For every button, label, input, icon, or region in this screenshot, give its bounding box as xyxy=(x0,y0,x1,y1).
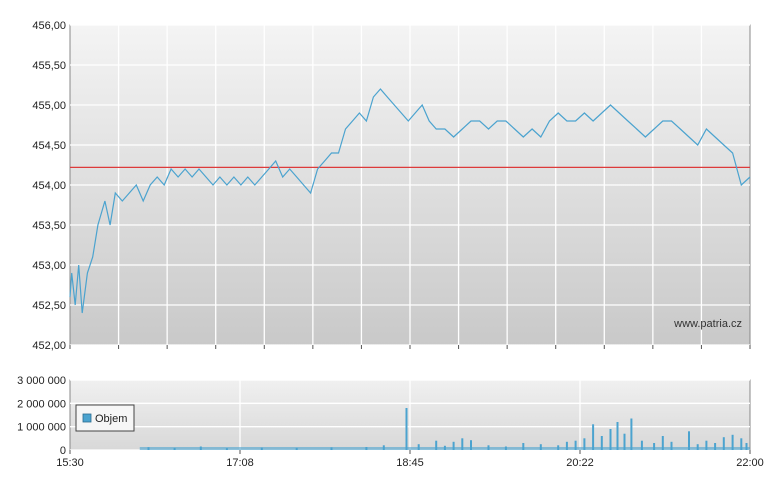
volume-bar xyxy=(260,447,263,450)
volume-bars xyxy=(139,408,750,450)
volume-bar xyxy=(696,444,699,450)
volume-bar xyxy=(199,446,202,450)
volume-bar xyxy=(616,422,619,450)
volume-bar xyxy=(330,447,333,450)
legend-swatch xyxy=(82,413,92,423)
legend-label: Objem xyxy=(95,413,127,425)
volume-x-tick-labels: 15:30 17:08 18:45 20:22 22:00 xyxy=(56,450,764,469)
price-y-tick-label: 452,00 xyxy=(32,340,66,352)
volume-bar xyxy=(487,445,490,450)
volume-bar xyxy=(461,438,464,450)
volume-bar xyxy=(623,433,626,450)
price-y-tick-label: 453,00 xyxy=(32,260,66,272)
volume-bar xyxy=(583,438,586,450)
volume-bar xyxy=(740,438,743,450)
price-y-tick-label: 454,50 xyxy=(32,140,66,152)
volume-bar xyxy=(504,446,507,450)
price-y-tick-label: 456,00 xyxy=(32,20,66,32)
volume-bar xyxy=(443,445,446,450)
volume-bar xyxy=(609,429,612,450)
volume-bar xyxy=(417,444,420,450)
volume-bar xyxy=(592,424,595,450)
volume-bar xyxy=(714,443,717,450)
volume-y-tick-label: 3 000 000 xyxy=(17,375,66,387)
volume-bar xyxy=(600,436,603,450)
volume-y-tick-label: 0 xyxy=(60,445,66,457)
volume-bar xyxy=(365,447,368,450)
volume-bar xyxy=(731,434,734,450)
volume-bar xyxy=(382,445,385,450)
volume-bar xyxy=(661,436,664,450)
x-tick-label: 18:45 xyxy=(396,457,424,469)
volume-bar xyxy=(522,443,525,450)
volume-bar xyxy=(539,444,542,450)
volume-bar xyxy=(565,441,568,450)
volume-bar xyxy=(435,440,438,450)
price-y-tick-labels: 456,00 455,50 455,00 454,50 454,00 453,50 453,… xyxy=(32,20,66,352)
price-gridlines xyxy=(70,24,750,346)
watermark: www.patria.cz xyxy=(673,318,742,330)
volume-bar xyxy=(640,440,643,450)
price-chart: 456,00 455,50 455,00 454,50 454,00 453,50 453,… xyxy=(32,20,751,352)
volume-bar xyxy=(688,431,690,450)
price-y-tick-label: 455,50 xyxy=(32,60,66,72)
volume-bar xyxy=(147,447,150,450)
volume-y-tick-label: 2 000 000 xyxy=(17,398,66,410)
volume-bar xyxy=(574,440,577,450)
volume-y-tick-label: 1 000 000 xyxy=(17,422,66,434)
price-x-tick-marks xyxy=(69,345,751,349)
volume-bar xyxy=(173,447,176,450)
volume-bar xyxy=(653,443,656,450)
volume-bar xyxy=(705,440,708,450)
volume-bar xyxy=(630,418,633,450)
legend: Objem xyxy=(75,404,135,432)
price-y-tick-label: 454,00 xyxy=(32,180,66,192)
price-y-tick-label: 455,00 xyxy=(32,100,66,112)
volume-bar xyxy=(670,441,673,450)
x-tick-label: 15:30 xyxy=(56,457,84,469)
volume-bar xyxy=(452,441,455,450)
volume-bar xyxy=(722,437,725,450)
price-y-tick-label: 453,50 xyxy=(32,220,66,232)
x-tick-label: 17:08 xyxy=(226,457,254,469)
volume-y-tick-labels: 3 000 000 2 000 000 1 000 000 0 xyxy=(17,375,66,457)
volume-bar xyxy=(295,447,298,450)
volume-bar xyxy=(405,408,408,450)
price-series-line xyxy=(69,88,751,314)
x-tick-label: 22:00 xyxy=(736,457,764,469)
volume-bar xyxy=(557,445,560,450)
x-tick-label: 20:22 xyxy=(566,457,594,469)
volume-bar xyxy=(470,440,472,450)
volume-bar xyxy=(745,443,748,450)
price-y-tick-label: 452,50 xyxy=(32,300,66,312)
volume-bar xyxy=(225,448,228,450)
